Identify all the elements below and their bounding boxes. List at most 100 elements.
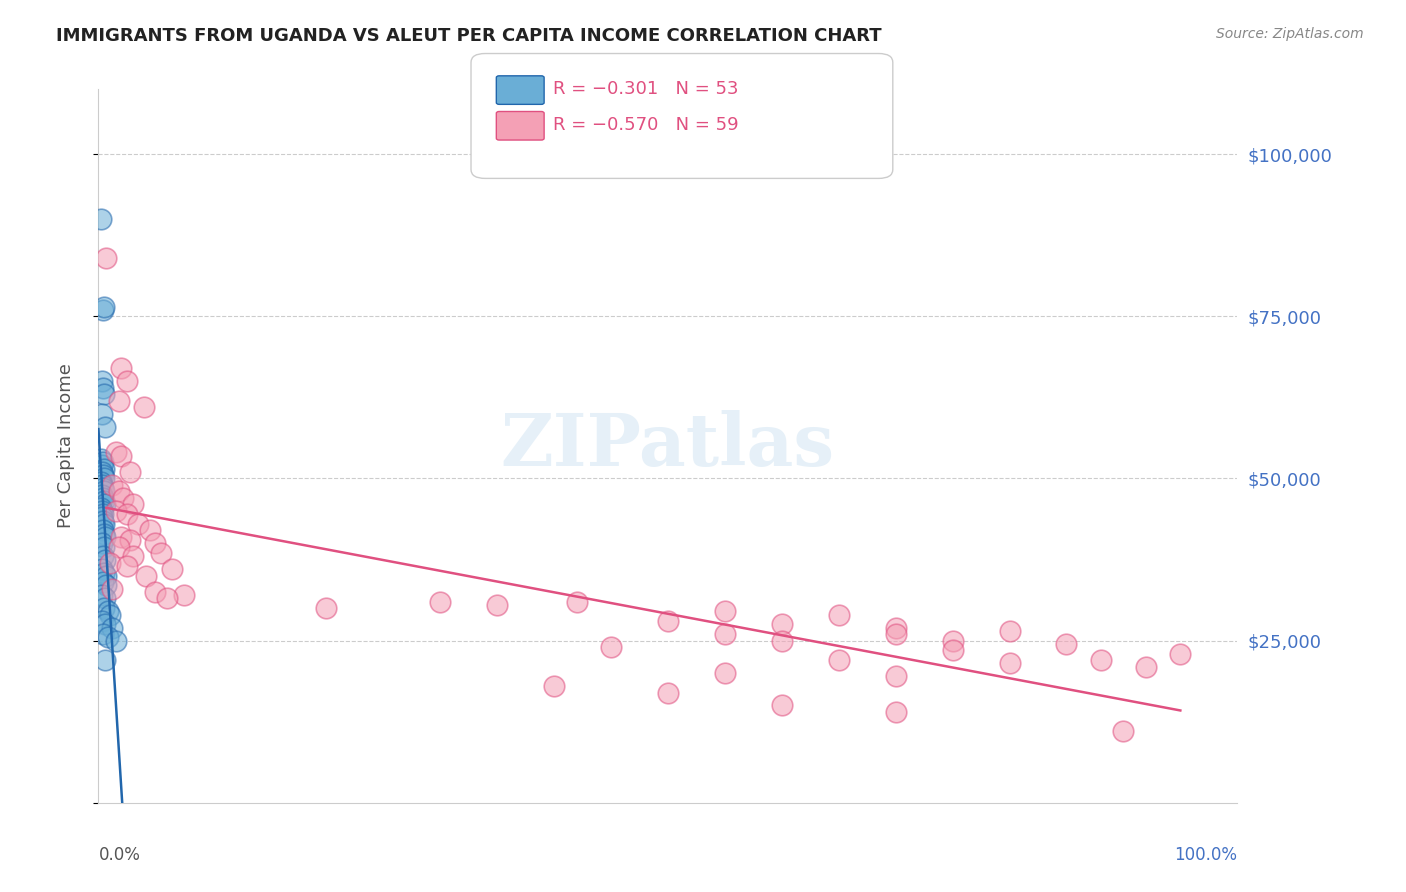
Aleuts — [1170, 647, 1192, 661]
Aleuts — [156, 591, 179, 606]
Immigrants from Uganda — [90, 504, 112, 518]
Immigrants from Uganda — [94, 419, 117, 434]
Aleuts — [120, 465, 142, 479]
Immigrants from Uganda — [93, 526, 115, 541]
Aleuts — [120, 533, 142, 547]
Aleuts — [600, 640, 623, 654]
Aleuts — [884, 705, 907, 719]
Aleuts — [135, 568, 157, 582]
Aleuts — [162, 562, 184, 576]
Immigrants from Uganda — [90, 407, 112, 421]
Immigrants from Uganda — [93, 601, 115, 615]
Aleuts — [96, 251, 118, 265]
Immigrants from Uganda — [93, 494, 115, 508]
Aleuts — [98, 556, 121, 570]
Aleuts — [942, 643, 965, 657]
Immigrants from Uganda — [94, 617, 117, 632]
Aleuts — [543, 679, 565, 693]
Aleuts — [770, 617, 793, 632]
Immigrants from Uganda — [90, 478, 112, 492]
Immigrants from Uganda — [90, 458, 112, 473]
Aleuts — [942, 633, 965, 648]
Immigrants from Uganda — [96, 631, 118, 645]
Text: R = −0.570   N = 59: R = −0.570 N = 59 — [553, 116, 738, 134]
Text: ZIPatlas: ZIPatlas — [501, 410, 835, 482]
Text: R = −0.301   N = 53: R = −0.301 N = 53 — [553, 80, 738, 98]
Aleuts — [145, 585, 167, 599]
Immigrants from Uganda — [94, 530, 117, 544]
Aleuts — [127, 516, 149, 531]
Aleuts — [108, 484, 131, 499]
Immigrants from Uganda — [101, 621, 124, 635]
Aleuts — [565, 595, 588, 609]
Aleuts — [121, 497, 143, 511]
Immigrants from Uganda — [93, 387, 115, 401]
Immigrants from Uganda — [90, 452, 112, 467]
Aleuts — [150, 546, 173, 560]
Aleuts — [1112, 724, 1135, 739]
Aleuts — [884, 621, 907, 635]
Immigrants from Uganda — [91, 381, 114, 395]
Aleuts — [884, 627, 907, 641]
Immigrants from Uganda — [90, 488, 112, 502]
Text: IMMIGRANTS FROM UGANDA VS ALEUT PER CAPITA INCOME CORRELATION CHART: IMMIGRANTS FROM UGANDA VS ALEUT PER CAPI… — [56, 27, 882, 45]
Immigrants from Uganda — [93, 566, 115, 580]
Y-axis label: Per Capita Income: Per Capita Income — [56, 364, 75, 528]
Immigrants from Uganda — [104, 633, 127, 648]
Aleuts — [998, 657, 1021, 671]
Immigrants from Uganda — [91, 455, 114, 469]
Immigrants from Uganda — [96, 568, 118, 582]
Aleuts — [998, 624, 1021, 638]
Immigrants from Uganda — [91, 491, 114, 505]
Immigrants from Uganda — [93, 461, 115, 475]
Immigrants from Uganda — [98, 607, 121, 622]
Text: 0.0%: 0.0% — [98, 846, 141, 863]
Immigrants from Uganda — [90, 614, 112, 628]
Aleuts — [828, 653, 851, 667]
Immigrants from Uganda — [91, 507, 114, 521]
Aleuts — [1135, 659, 1157, 673]
Aleuts — [173, 588, 195, 602]
Aleuts — [1054, 637, 1078, 651]
Immigrants from Uganda — [90, 500, 112, 515]
Immigrants from Uganda — [90, 510, 112, 524]
Immigrants from Uganda — [90, 562, 112, 576]
Immigrants from Uganda — [91, 468, 114, 483]
Aleuts — [714, 666, 737, 681]
Immigrants from Uganda — [93, 300, 115, 314]
Immigrants from Uganda — [90, 374, 112, 388]
Immigrants from Uganda — [93, 471, 115, 485]
Aleuts — [104, 504, 127, 518]
Aleuts — [101, 582, 124, 596]
Aleuts — [110, 361, 132, 376]
Aleuts — [714, 627, 737, 641]
Aleuts — [770, 633, 793, 648]
Immigrants from Uganda — [91, 524, 114, 538]
Aleuts — [110, 530, 132, 544]
Aleuts — [714, 604, 737, 618]
Aleuts — [110, 449, 132, 463]
Immigrants from Uganda — [94, 591, 117, 606]
Immigrants from Uganda — [96, 578, 118, 592]
Aleuts — [657, 614, 679, 628]
Immigrants from Uganda — [90, 211, 112, 226]
Text: 100.0%: 100.0% — [1174, 846, 1237, 863]
Immigrants from Uganda — [93, 484, 115, 499]
Aleuts — [112, 491, 135, 505]
Aleuts — [121, 549, 143, 564]
Immigrants from Uganda — [90, 475, 112, 489]
Aleuts — [884, 669, 907, 683]
Aleuts — [828, 607, 851, 622]
Aleuts — [101, 478, 124, 492]
Aleuts — [115, 559, 138, 574]
Aleuts — [486, 598, 509, 612]
Text: Source: ZipAtlas.com: Source: ZipAtlas.com — [1216, 27, 1364, 41]
Immigrants from Uganda — [90, 465, 112, 479]
Aleuts — [115, 374, 138, 388]
Aleuts — [315, 601, 337, 615]
Immigrants from Uganda — [90, 588, 112, 602]
Aleuts — [104, 445, 127, 459]
Aleuts — [132, 400, 155, 414]
Immigrants from Uganda — [91, 627, 114, 641]
Immigrants from Uganda — [94, 552, 117, 566]
